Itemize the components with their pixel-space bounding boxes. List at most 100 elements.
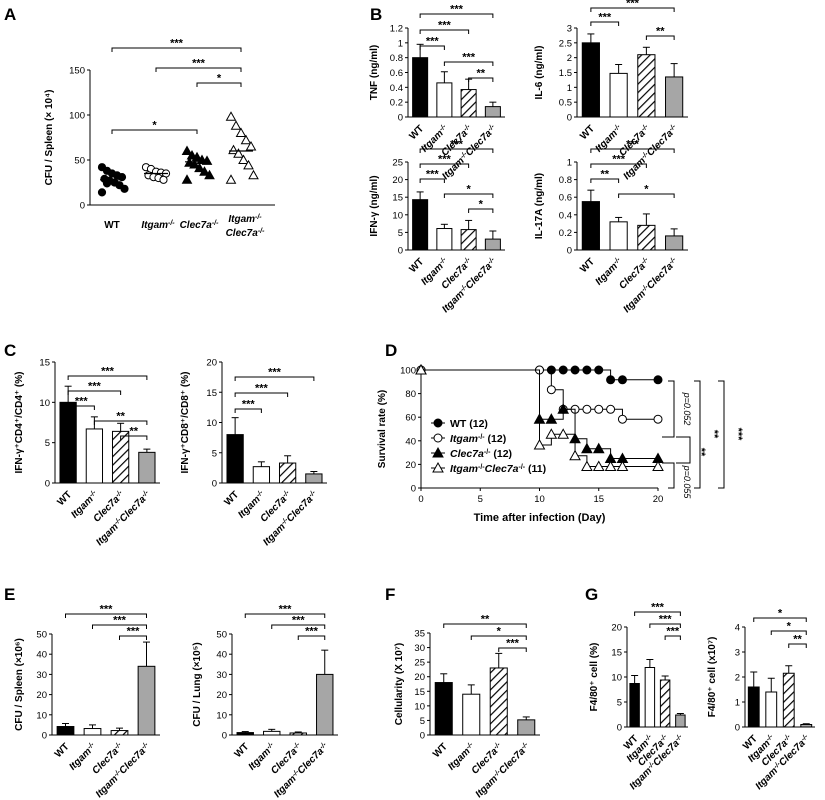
chart-e-lung-bar [289, 732, 307, 736]
chart-d-annotation: p=0.052 [682, 392, 692, 426]
chart-d-series-point [557, 403, 570, 414]
category-label-part: WT [233, 741, 252, 760]
chart-b-ifng-significance-label: *** [438, 154, 452, 166]
chart-d-annotation-bracket [662, 436, 691, 464]
chart-d-series-point [652, 460, 664, 472]
chart-a-point [245, 140, 257, 151]
legend-entry-part: Clec7a [450, 448, 484, 460]
chart-b-il6-significance-label: *** [598, 12, 612, 24]
chart-a-point [225, 174, 237, 184]
panel-letter-g: G [585, 585, 598, 604]
category-label-part: -/- [281, 489, 291, 499]
chart-d-y-tick-label: 40 [405, 436, 416, 447]
chart-d-legend-entry: Clec7a-/- (12) [450, 448, 512, 460]
chart-b-ifng-y-label: IFN-γ (ng/ml) [369, 175, 380, 236]
chart-b-tnf-significance-bracket [419, 29, 470, 34]
category-label-part: -/- [612, 256, 622, 266]
chart-f-y-tick-label: 10 [414, 701, 425, 712]
chart-a-point [117, 173, 127, 182]
chart-f-bar [517, 719, 536, 736]
chart-b-il17a-significance-bracket [590, 178, 620, 183]
panel-letter-d: D [385, 341, 397, 360]
chart-a-point [235, 127, 247, 137]
category-label-part: -/- [291, 768, 301, 778]
chart-f-y-tick-label: 15 [414, 687, 425, 698]
chart-e-lung-significance-label: *** [279, 604, 293, 616]
category-label-part: WT [222, 489, 241, 508]
chart-d-series-point [545, 428, 558, 439]
chart-a-significance-label: * [152, 120, 157, 132]
chart-f-significance-label: ** [481, 614, 490, 626]
chart-f-y-tick-label: 25 [414, 658, 425, 669]
chart-e-spleen-significance-label: *** [127, 626, 141, 638]
chart-g-pct-bar [629, 683, 640, 728]
category-label-part: -/- [140, 741, 150, 751]
chart-d-series-point [582, 404, 592, 414]
chart-b-tnf-y-tick-label: 0.4 [390, 83, 403, 94]
chart-f-bar [489, 667, 508, 736]
category-label-part: -/- [658, 733, 668, 743]
chart-e-spleen-y-tick-label: 20 [36, 690, 47, 701]
chart-b-il6-y-tick-label: 0 [567, 113, 572, 124]
chart-g-abs-y-tick-label: 2 [735, 673, 740, 684]
chart-a-point [199, 166, 210, 176]
chart-d-series-point [570, 365, 580, 375]
chart-b-tnf-bar [484, 106, 501, 118]
chart-b-il17a-significance-label: *** [626, 139, 640, 151]
chart-d-series-point [606, 404, 616, 414]
chart-b-ifng-category-label: WT [407, 256, 426, 275]
chart-d-series-point [569, 449, 581, 461]
chart-b-ifng-bar [484, 238, 501, 251]
category-label-part: -/- [255, 214, 262, 221]
chart-e-spleen-significance-label: *** [100, 604, 114, 616]
chart-g-abs-significance-bracket [770, 630, 807, 635]
chart-g-pct-significance-label: *** [666, 626, 680, 638]
chart-f-significance-label: * [497, 626, 502, 638]
chart-b-tnf-y-tick-label: 0.2 [390, 98, 403, 109]
category-label-part: -/- [772, 760, 782, 770]
chart-c-cd4-significance-bracket [67, 375, 148, 380]
chart-d-series-point [581, 460, 593, 472]
category-label-part: -/- [438, 256, 448, 266]
chart-c-cd8-bar [226, 434, 244, 484]
category-label-part: -/- [438, 123, 448, 133]
chart-a-point [191, 151, 203, 162]
chart-g-abs-significance-label: ** [793, 634, 802, 646]
chart-b-il6-bar [609, 72, 628, 118]
chart-e-spleen-significance-bracket [65, 613, 147, 618]
chart-d-y-tick-label: 80 [405, 389, 416, 400]
chart-c-cd4-y-tick-label: 15 [39, 358, 50, 369]
chart-a-y-tick-label: 150 [69, 66, 85, 77]
chart-c-cd8-bar [305, 473, 323, 484]
chart-b-il17a-bar [581, 201, 600, 251]
chart-b-il6-significance-label: ** [656, 26, 665, 38]
chart-a-significance-bracket [155, 67, 242, 72]
category-label-part: -/- [112, 768, 122, 778]
chart-b-tnf-significance-bracket [468, 77, 494, 82]
chart-b-il17a-y-tick-label: 0 [567, 246, 572, 257]
chart-d-series-point [545, 413, 558, 424]
category-label-part: Clec7a [180, 220, 213, 231]
category-label-part: -/- [765, 733, 775, 743]
chart-c-cd8-significance-bracket [234, 408, 262, 413]
chart-a-significance-label: * [217, 73, 222, 85]
category-label-part: -/- [255, 489, 265, 499]
chart-c-cd8-y-tick-label: 15 [206, 388, 217, 399]
chart-a-point [181, 174, 193, 184]
chart-f-significance-bracket [443, 623, 527, 628]
chart-b-il6-bar [665, 76, 684, 118]
chart-b-il6-y-tick-label: 1.5 [559, 68, 572, 79]
chart-d-y-tick-label: 0 [411, 484, 416, 495]
chart-b-ifng-bar [412, 199, 429, 251]
category-label-part: -/- [520, 741, 530, 751]
category-label-part: WT [431, 741, 450, 760]
chart-a-point [233, 148, 244, 158]
category-label-part: WT [578, 123, 597, 142]
chart-d-annotation: ** [695, 448, 707, 457]
category-label-part: -/- [462, 256, 472, 266]
category-label-part: -/- [86, 741, 96, 751]
category-label-part: WT [55, 489, 74, 508]
legend-entry-part: Itgam [450, 433, 478, 445]
chart-b-il6-significance-bracket [590, 7, 675, 12]
